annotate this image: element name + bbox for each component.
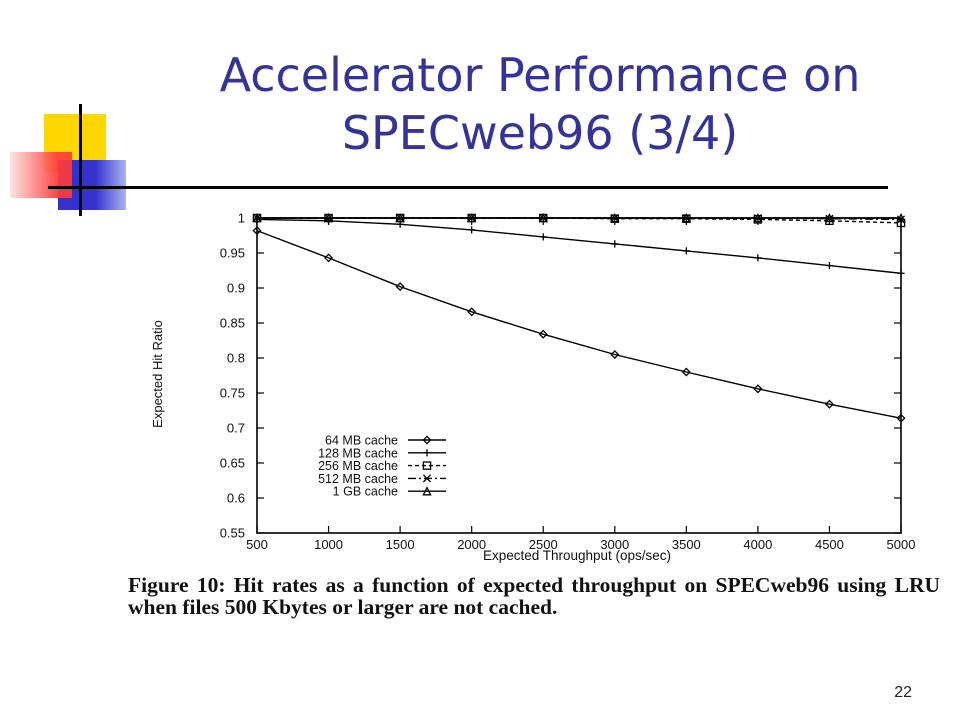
data-point-x xyxy=(422,474,432,483)
y-tick-label: 0.65 xyxy=(220,456,245,471)
y-axis-label: Expected Hit Ratio xyxy=(150,320,165,428)
y-tick-label: 0.75 xyxy=(220,386,245,401)
legend-label: 1 GB cache xyxy=(333,485,398,499)
data-point-plus xyxy=(423,449,431,457)
data-point-diamond xyxy=(422,435,432,445)
data-point-plus xyxy=(897,269,905,277)
legend-item: 512 MB cache xyxy=(318,472,446,486)
x-tick-label: 2000 xyxy=(457,537,486,552)
data-point-triangle xyxy=(681,212,691,223)
data-point-plus xyxy=(682,247,690,255)
legend-item: 1 GB cache xyxy=(333,485,446,499)
data-point-diamond xyxy=(610,349,620,360)
title-rule xyxy=(48,186,888,189)
data-point-diamond xyxy=(252,226,262,236)
y-tick-label: 0.7 xyxy=(227,421,245,436)
hit-ratio-chart: 0.55 0.6 0.65 0.7 0.75 0.8 0.85 0.9 0.95 1 500 100… xyxy=(150,211,916,564)
series-line xyxy=(256,218,902,274)
data-point-diamond xyxy=(824,399,834,409)
data-point-plus xyxy=(539,233,547,241)
legend-label: 512 MB cache xyxy=(318,472,398,486)
data-point-triangle xyxy=(252,212,262,223)
x-tick-label: 500 xyxy=(246,537,268,552)
legend-label: 64 MB cache xyxy=(325,434,398,448)
legend-item: 64 MB cache xyxy=(325,434,446,448)
x-tick-label: 1000 xyxy=(314,537,343,552)
title-line-1: Accelerator Performance on xyxy=(219,48,861,102)
slide-number: 22 xyxy=(894,684,912,701)
x-tick-label: 4000 xyxy=(743,537,772,552)
data-point-diamond xyxy=(681,367,691,377)
data-point-triangle xyxy=(753,212,763,223)
legend-item: 256 MB cache xyxy=(318,459,446,473)
legend-label: 128 MB cache xyxy=(318,446,398,460)
data-point-triangle xyxy=(538,212,548,223)
data-point-triangle xyxy=(610,212,620,223)
series-128-mb-cache xyxy=(253,215,905,277)
y-tick-label: 0.95 xyxy=(220,246,245,261)
slide-title: Accelerator Performance on SPECweb96 (3/… xyxy=(140,46,940,162)
x-tick-label: 1500 xyxy=(386,537,415,552)
data-point-diamond xyxy=(324,253,334,263)
data-point-diamond xyxy=(896,413,906,423)
y-tick-label: 0.6 xyxy=(227,491,245,506)
data-point-diamond xyxy=(753,384,763,394)
legend-label: 256 MB cache xyxy=(318,459,398,473)
chart-container: 0.55 0.6 0.65 0.7 0.75 0.8 0.85 0.9 0.95 1 500 100… xyxy=(140,196,940,572)
deco-red-square xyxy=(10,152,72,198)
data-point-triangle xyxy=(323,212,334,223)
title-line-2: SPECweb96 (3/4) xyxy=(341,106,739,160)
figure-caption: Figure 10: Hit rates as a function of ex… xyxy=(128,573,940,619)
corner-decoration xyxy=(0,0,140,220)
series-1-gb-cache xyxy=(252,212,906,223)
deco-vertical-line xyxy=(79,104,82,216)
data-point-triangle xyxy=(395,212,405,223)
y-tick-label: 0.55 xyxy=(220,526,245,541)
data-point-plus xyxy=(754,254,762,262)
y-tick-label: 0.8 xyxy=(227,351,245,366)
x-tick-label: 4500 xyxy=(815,537,844,552)
data-point-plus xyxy=(611,240,619,248)
data-point-plus xyxy=(825,262,834,270)
data-point-triangle xyxy=(896,212,906,223)
data-point-diamond xyxy=(538,329,548,339)
x-tick-label: 5000 xyxy=(887,537,916,552)
x-tick-label: 2500 xyxy=(529,537,558,552)
y-tick-label: 1 xyxy=(238,211,245,226)
data-point-triangle xyxy=(467,212,477,223)
data-point-triangle xyxy=(422,486,432,496)
y-tick-label: 0.85 xyxy=(220,316,245,331)
data-point-plus xyxy=(468,226,476,234)
series-line xyxy=(256,229,902,419)
y-tick-label: 0.9 xyxy=(227,281,245,296)
data-point-diamond xyxy=(395,282,405,292)
x-axis-label: Expected Throughput (ops/sec) xyxy=(483,548,671,563)
legend-item: 128 MB cache xyxy=(318,446,446,460)
x-tick-label: 3500 xyxy=(672,537,701,552)
data-point-triangle xyxy=(824,212,835,223)
series-64-mb-cache xyxy=(252,226,906,423)
x-tick-label: 3000 xyxy=(600,537,629,552)
data-point-diamond xyxy=(467,307,477,317)
marker-stroke xyxy=(422,474,432,483)
data-point-square xyxy=(422,461,432,470)
series-256-mb-cache xyxy=(252,213,906,228)
